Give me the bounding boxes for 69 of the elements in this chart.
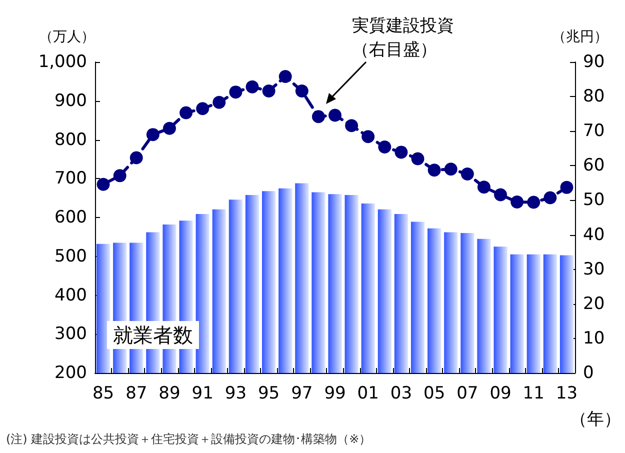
y2-tick-label: 20 <box>583 294 605 314</box>
point <box>130 151 143 164</box>
y-axis-title: （万人） <box>39 29 95 45</box>
x-tick-label: 11 <box>522 384 544 404</box>
x-tick-label: 99 <box>324 384 346 404</box>
text: (注) 建設投資は公共投資＋住宅投資＋設備投資の建物･構築物（※） <box>6 432 372 446</box>
point <box>262 84 276 98</box>
series-label: 就業者数 <box>113 323 193 347</box>
x-tick-label: 89 <box>158 384 180 404</box>
x-tick-label: 03 <box>390 384 412 404</box>
point <box>278 70 292 84</box>
y-tick-label: 300 <box>54 324 87 344</box>
x-axis-title: （年） <box>570 410 621 430</box>
text: 実質建設投資（右目盛） <box>352 16 454 60</box>
x-tick-label: 95 <box>258 384 280 404</box>
y2-tick-label: 80 <box>583 86 605 107</box>
point <box>146 128 160 142</box>
y-tick-label: 500 <box>54 246 87 266</box>
point <box>113 169 126 182</box>
x-tick-label: 87 <box>126 384 148 404</box>
x-tick-label: 09 <box>490 384 512 404</box>
point <box>444 162 458 176</box>
x-tick-label: 91 <box>192 384 214 404</box>
y-tick-label: 400 <box>54 285 87 306</box>
point <box>477 180 490 194</box>
point <box>460 167 474 180</box>
y-tick-label: 800 <box>54 130 87 150</box>
x-tick-label: 01 <box>357 384 379 404</box>
point <box>411 152 424 166</box>
y-tick-label: 600 <box>54 208 87 228</box>
y2-tick-label: 0 <box>583 363 594 383</box>
point <box>544 191 557 204</box>
y2-tick-label: 40 <box>583 224 605 245</box>
x-tick-label: 85 <box>92 384 114 404</box>
y2-tick-label: 90 <box>583 52 605 72</box>
point <box>96 178 110 191</box>
x-tick-label: 93 <box>224 384 247 404</box>
point <box>494 188 508 202</box>
point <box>328 108 342 122</box>
point <box>560 180 574 194</box>
y-tick-label: 1,000 <box>38 52 87 72</box>
y2-tick-label: 70 <box>583 121 605 142</box>
y2-axis-title: （兆円） <box>552 29 608 45</box>
point <box>180 106 193 120</box>
point <box>196 102 210 116</box>
x-tick-label: 13 <box>556 384 578 404</box>
y2-tick-label: 10 <box>583 328 605 348</box>
point <box>212 96 226 109</box>
x-tick-label: 97 <box>291 384 313 404</box>
y-tick-label: 200 <box>54 363 87 383</box>
y-tick-label: 900 <box>54 90 87 111</box>
x-tick-label: 07 <box>456 384 478 404</box>
point <box>229 86 242 99</box>
x-tick-label: 05 <box>423 384 446 404</box>
point <box>510 195 524 208</box>
point <box>162 122 176 135</box>
point <box>527 196 540 209</box>
point <box>246 80 259 94</box>
point <box>362 130 375 144</box>
y2-tick-label: 60 <box>583 156 605 176</box>
point <box>312 110 325 124</box>
y2-tick-label: 30 <box>583 259 605 280</box>
point <box>378 140 392 154</box>
y-tick-label: 700 <box>54 168 87 189</box>
point <box>345 119 358 132</box>
point <box>295 84 308 98</box>
point <box>394 146 408 159</box>
point <box>428 164 441 177</box>
y2-tick-label: 50 <box>583 190 605 210</box>
